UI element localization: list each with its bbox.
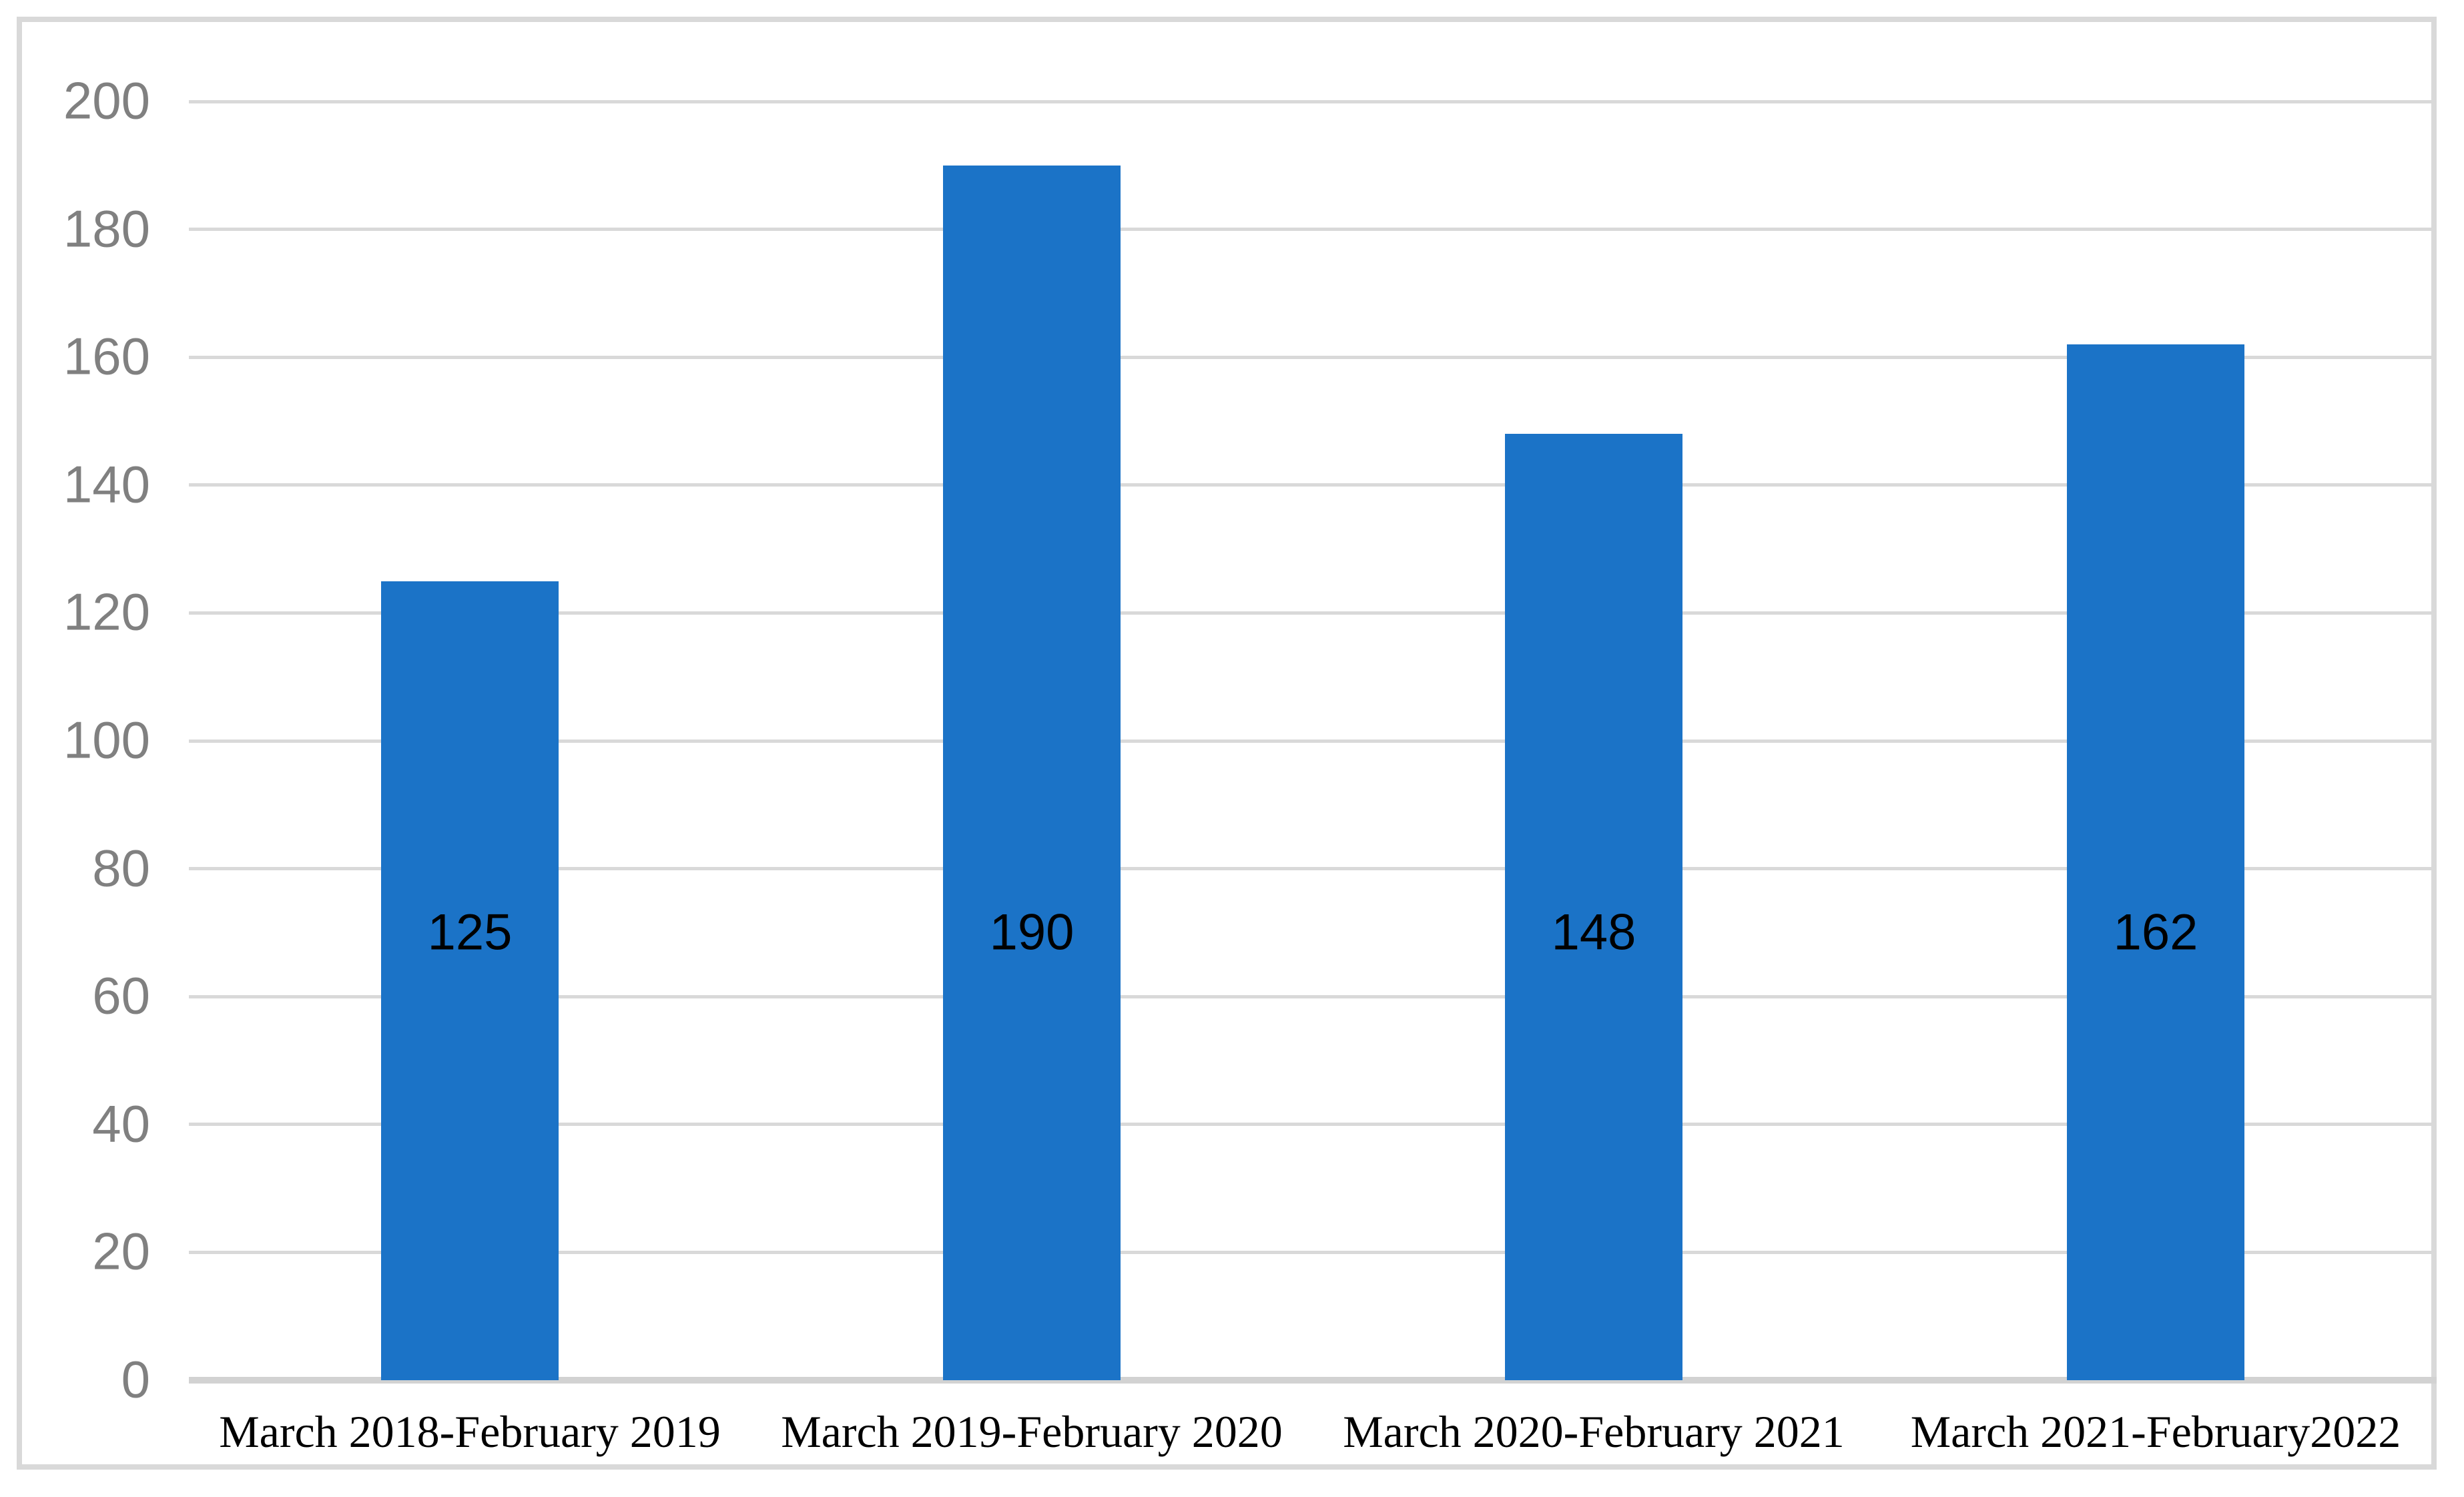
y-axis-tick-label-60: 60 bbox=[92, 966, 150, 1025]
plot-area bbox=[189, 99, 2437, 1384]
bar-value-label-1: 125 bbox=[427, 904, 513, 961]
bar-value-label-3: 148 bbox=[1551, 904, 1636, 961]
x-axis-category-label-2: March 2019-February 2020 bbox=[781, 1406, 1283, 1457]
gridline-120 bbox=[189, 611, 2437, 615]
gridline-60 bbox=[189, 994, 2437, 998]
gridline-140 bbox=[189, 483, 2437, 487]
bar-value-label-2: 190 bbox=[989, 904, 1074, 961]
x-axis-category-label-4: March 2021-February2022 bbox=[1910, 1406, 2401, 1457]
y-axis-tick-label-40: 40 bbox=[92, 1094, 150, 1153]
y-axis-tick-label-160: 160 bbox=[63, 326, 150, 386]
bar-2 bbox=[943, 165, 1121, 1380]
y-axis-tick-label-180: 180 bbox=[63, 199, 150, 258]
gridline-180 bbox=[189, 228, 2437, 232]
bar-4 bbox=[2067, 344, 2244, 1380]
gridline-100 bbox=[189, 739, 2437, 743]
y-axis-tick-label-0: 0 bbox=[121, 1350, 150, 1409]
bar-value-label-4: 162 bbox=[2113, 904, 2198, 961]
y-axis-tick-label-80: 80 bbox=[92, 838, 150, 898]
x-axis-baseline bbox=[189, 1377, 2437, 1384]
y-axis-tick-label-20: 20 bbox=[92, 1221, 150, 1281]
gridline-80 bbox=[189, 867, 2437, 871]
bar-1 bbox=[381, 581, 559, 1380]
y-axis-tick-label-120: 120 bbox=[63, 582, 150, 641]
y-axis-tick-label-200: 200 bbox=[63, 71, 150, 130]
gridline-160 bbox=[189, 355, 2437, 359]
bar-3 bbox=[1505, 434, 1682, 1380]
y-axis-tick-label-100: 100 bbox=[63, 710, 150, 770]
x-axis-category-label-1: March 2018-February 2019 bbox=[219, 1406, 721, 1457]
gridline-200 bbox=[189, 99, 2437, 103]
gridline-20 bbox=[189, 1250, 2437, 1254]
gridline-40 bbox=[189, 1123, 2437, 1127]
x-axis-category-label-3: March 2020-February 2021 bbox=[1343, 1406, 1845, 1457]
y-axis-tick-label-140: 140 bbox=[63, 455, 150, 514]
